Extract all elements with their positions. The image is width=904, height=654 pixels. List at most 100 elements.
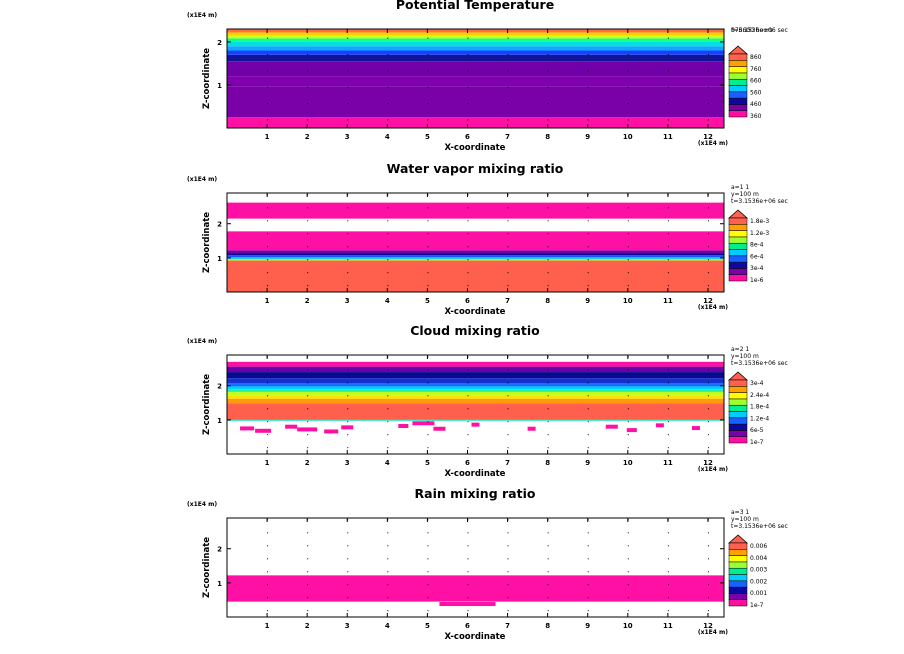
panel-title: Potential Temperature [396,0,554,12]
grid-dot [267,597,269,599]
grid-dot [627,259,629,261]
grid-dot [667,597,669,599]
colorbar-swatch [728,236,748,244]
x-tick-label: 8 [545,459,550,467]
grid-dot [507,434,509,436]
grid-dot [627,285,629,287]
contour-band [227,260,724,292]
colorbar-swatch [728,97,748,105]
grid-dot [587,37,589,39]
grid-dot [667,86,669,88]
grid-dot [547,421,549,423]
grid-dot [387,532,389,534]
grid-dot [467,447,469,449]
grid-dot [387,395,389,397]
grid-dot [627,37,629,39]
x-axis-label: X-coordinate [445,632,506,642]
colorbar-swatch [728,66,748,74]
x-axis-label: X-coordinate [445,307,506,317]
colorbar-tick-label: 0.003 [750,567,767,574]
colorbar-swatch [728,104,748,111]
grid-dot [387,259,389,261]
grid-dot [667,259,669,261]
grid-dot [507,584,509,586]
plot-frame [226,192,725,293]
contour-band [227,54,724,62]
x-tick-label: 2 [305,459,310,467]
contour-band [227,117,724,128]
contour-band [227,231,724,251]
grid-dot [547,259,549,261]
grid-dot [507,285,509,287]
x-tick-label: 9 [585,622,590,630]
grid-dot [427,369,429,371]
grid-dot [267,37,269,39]
grid-dot [547,597,549,599]
grid-dot [627,220,629,222]
x-tick-label: 7 [505,297,510,305]
grid-dot [427,285,429,287]
grid-dot [587,103,589,105]
grid-dot [547,220,549,222]
x-tick-label: 7 [505,622,510,630]
grid-dot [667,272,669,274]
grid-dot [627,571,629,573]
x-tick-label: 6 [465,297,470,305]
grid-dot [547,369,549,371]
grid-dot [467,571,469,573]
grid-dot [467,103,469,105]
cloud-patch [324,429,339,434]
colorbar-tick-label: 760 [750,66,762,73]
run-info: a=1 1 [731,184,749,191]
grid-dot [587,545,589,547]
grid-dot [627,447,629,449]
x-tick-label: 11 [663,622,673,630]
grid-dot [547,86,549,88]
colorbar-swatch [728,261,748,269]
colorbar-tick-label: 0.006 [750,543,767,550]
grid-dot [707,272,709,274]
grid-dot [667,369,669,371]
grid-dot [547,246,549,248]
colorbar-tick-label: 660 [750,78,762,85]
grid-dot [267,119,269,121]
grid-dot [387,447,389,449]
z-tick-label: 1 [217,417,222,425]
grid-dot [667,382,669,384]
grid-dot [387,584,389,586]
x-tick-label: 5 [425,133,430,141]
colorbar-tick-label: 3e-4 [750,380,764,387]
colorbar-swatch [728,430,748,437]
grid-dot [307,119,309,121]
grid-dot [307,382,309,384]
colorbar-swatch [728,91,748,99]
contour-band [227,46,724,51]
grid-dot [427,70,429,72]
grid-dot [347,272,349,274]
x-tick-label: 7 [505,459,510,467]
x-tick-label: 6 [465,622,470,630]
contour-band [227,253,724,256]
grid-dot [427,233,429,235]
colorbar-swatch [728,392,748,400]
grid-dot [587,285,589,287]
z-unit-label: (x1E4 m) [187,338,217,345]
grid-dot [707,408,709,410]
grid-dot [707,545,709,547]
x-tick-label: 4 [385,459,390,467]
grid-dot [667,434,669,436]
x-tick-label: 9 [585,133,590,141]
contour-band [227,86,724,118]
grid-dot [347,545,349,547]
grid-dot [267,207,269,209]
grid-dot [347,369,349,371]
cloud-patch [626,428,637,433]
grid-dot [387,246,389,248]
grid-dot [467,53,469,55]
grid-dot [547,70,549,72]
contour-band [227,398,724,404]
z-unit-label: (x1E4 m) [187,176,217,183]
grid-dot [547,233,549,235]
grid-dot [627,408,629,410]
grid-dot [667,103,669,105]
